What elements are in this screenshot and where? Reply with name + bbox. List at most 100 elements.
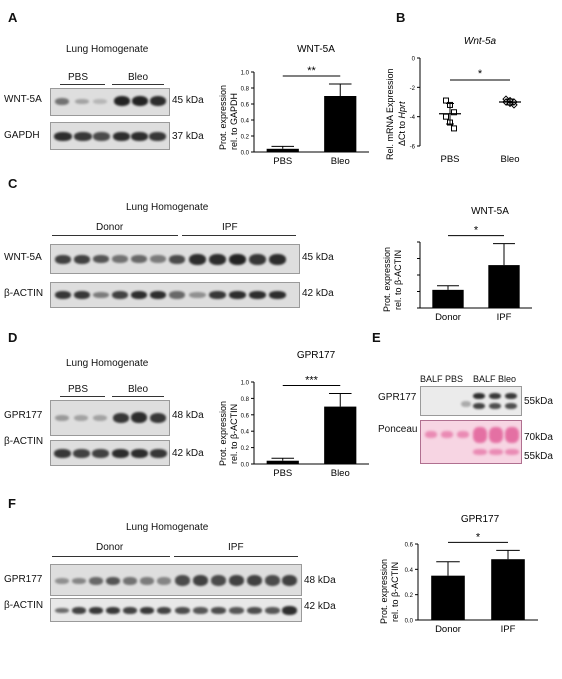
chart-f-title: GPR177 bbox=[461, 514, 500, 525]
chart-b-category-label: Bleo bbox=[500, 154, 519, 165]
chart-b-ylabel-2: ΔCt to Hprt bbox=[397, 101, 407, 146]
blot-e-group-pbs: BALF PBS bbox=[420, 374, 464, 384]
blot-f-group-line-donor bbox=[52, 556, 170, 557]
blot-d-gpr177-image bbox=[50, 400, 170, 436]
chart-d-title: GPR177 bbox=[297, 350, 336, 361]
chart-a-ylabel-1: Prot. expression bbox=[218, 85, 228, 150]
blot-c-row1-label: WNT-5A bbox=[4, 252, 42, 263]
blot-a-row2-size: 37 kDa bbox=[172, 131, 204, 142]
blot-a-group-line-pbs bbox=[60, 84, 105, 85]
blot-a-group-line-bleo bbox=[112, 84, 164, 85]
chart-b-significance: * bbox=[478, 68, 483, 80]
blot-f-header: Lung Homogenate bbox=[126, 522, 209, 533]
blot-a-gapdh-image bbox=[50, 122, 170, 150]
blot-e-ponceau-image bbox=[420, 420, 522, 464]
blot-c-group-ipf: IPF bbox=[222, 222, 238, 233]
chart-d-ytick-label: 0.4 bbox=[241, 430, 250, 436]
blot-e-row2-size: 70kDa bbox=[524, 432, 553, 443]
chart-d-category-label: Bleo bbox=[331, 468, 350, 479]
panel-letter-c: C bbox=[8, 176, 18, 191]
chart-f-plot: 0.0 0.2 0.4 0.6 Donor IPF * bbox=[405, 531, 538, 635]
blot-d-actin-image bbox=[50, 440, 170, 466]
blot-c-group-donor: Donor bbox=[96, 222, 124, 233]
chart-d-ylabel-1: Prot. expression bbox=[218, 401, 228, 466]
chart-f-ytick-label: 0.0 bbox=[405, 619, 414, 625]
chart-b-ytick-label: -4 bbox=[410, 115, 416, 121]
chart-a-ytick-label: 1.0 bbox=[241, 71, 250, 77]
blot-a-row2-label: GAPDH bbox=[4, 130, 40, 141]
blot-f-group-donor: Donor bbox=[96, 542, 124, 553]
blot-c-group-line-ipf bbox=[182, 235, 296, 236]
chart-c: WNT-5A Prot. expression rel. to β-ACTIN … bbox=[382, 206, 532, 323]
chart-f-category-label: IPF bbox=[501, 624, 516, 635]
chart-c-category-label: IPF bbox=[497, 312, 512, 323]
blot-a-row1-label: WNT-5A bbox=[4, 94, 42, 105]
chart-d-category-label: PBS bbox=[273, 468, 292, 479]
chart-f-significance: * bbox=[476, 531, 481, 543]
chart-a-plot: 0.0 0.2 0.4 0.6 0.8 1.0 PBS Bleo ** bbox=[241, 65, 369, 167]
chart-b-ytick-label: -2 bbox=[410, 86, 416, 92]
chart-a-title: WNT-5A bbox=[297, 44, 335, 55]
panel-letter-a: A bbox=[8, 10, 18, 25]
chart-b-point bbox=[443, 113, 449, 120]
blot-d-row2-size: 42 kDa bbox=[172, 448, 204, 459]
chart-a-bar-1 bbox=[324, 96, 357, 152]
blot-a-row1-size: 45 kDa bbox=[172, 95, 204, 106]
panel-letter-b: B bbox=[396, 10, 406, 25]
chart-d-ytick-label: 0.2 bbox=[241, 446, 250, 452]
chart-f-ylabel-1: Prot. expression bbox=[379, 559, 389, 624]
blot-f-group-line-ipf bbox=[174, 556, 298, 557]
chart-a: WNT-5A Prot. expression rel. to GAPDH 0.… bbox=[218, 44, 369, 167]
blot-d-row1-size: 48 kDa bbox=[172, 410, 204, 421]
blot-d-group-line-bleo bbox=[112, 396, 164, 397]
chart-c-category-label: Donor bbox=[435, 312, 461, 323]
blot-c-actin-image bbox=[50, 282, 300, 308]
panel-letter-d: D bbox=[8, 330, 18, 345]
chart-b-ylabel-1: Rel. mRNA Expression bbox=[385, 68, 395, 160]
chart-a-significance: ** bbox=[307, 65, 316, 77]
chart-f-ytick-label: 0.4 bbox=[405, 568, 414, 574]
chart-b-category-label: PBS bbox=[440, 154, 459, 165]
blot-f-actin-image bbox=[50, 598, 302, 622]
blot-a-header: Lung Homogenate bbox=[66, 44, 149, 55]
blot-c-row2-size: 42 kDa bbox=[302, 288, 334, 299]
blot-d-group-line-pbs bbox=[60, 396, 105, 397]
chart-f-ytick-label: 0.6 bbox=[405, 543, 414, 549]
blot-d-group-pbs: PBS bbox=[68, 384, 89, 395]
blot-f-gpr177-image bbox=[50, 564, 302, 596]
blot-d-header: Lung Homogenate bbox=[66, 358, 149, 369]
blot-e-group-bleo: BALF Bleo bbox=[473, 374, 517, 384]
blot-d-row2-label: β-ACTIN bbox=[4, 436, 44, 447]
chart-a-bar-0 bbox=[266, 148, 299, 152]
chart-f-ytick-label: 0.2 bbox=[405, 593, 414, 599]
chart-a-ytick-label: 0.4 bbox=[241, 119, 250, 125]
blot-f-row2-label: β-ACTIN bbox=[4, 600, 44, 611]
blot-d-group-bleo: Bleo bbox=[128, 384, 149, 395]
chart-a-ytick-label: 0.0 bbox=[241, 151, 250, 157]
chart-f-category-label: Donor bbox=[435, 624, 461, 635]
chart-c-ylabel-1: Prot. expression bbox=[382, 247, 392, 312]
blot-e-row2-size2: 55kDa bbox=[524, 451, 553, 462]
blot-e-row2-label: Ponceau bbox=[378, 424, 418, 435]
chart-d-bar-0 bbox=[266, 460, 299, 464]
blot-e-row1-label: GPR177 bbox=[378, 392, 417, 403]
chart-b-point bbox=[451, 109, 457, 116]
blot-c-row1-size: 45 kDa bbox=[302, 252, 334, 263]
chart-c-bar-0 bbox=[432, 289, 464, 308]
blot-c-group-line-donor bbox=[52, 235, 178, 236]
chart-b-plot: 0 -2 -4 -6 PBS Bleo * bbox=[410, 57, 521, 165]
blot-f-row1-size: 48 kDa bbox=[304, 575, 336, 586]
blot-d-row1-label: GPR177 bbox=[4, 410, 43, 421]
chart-d-bar-1 bbox=[324, 406, 357, 464]
chart-b-point bbox=[451, 125, 457, 132]
blot-a-group-pbs: PBS bbox=[68, 72, 89, 83]
chart-c-bar-1 bbox=[488, 265, 520, 308]
chart-c-title: WNT-5A bbox=[471, 206, 509, 217]
blot-c-wnt5a-image bbox=[50, 244, 300, 274]
chart-b-ytick-label: 0 bbox=[412, 57, 416, 63]
chart-d-significance: *** bbox=[305, 374, 319, 386]
chart-c-plot: Donor IPF * bbox=[417, 225, 532, 323]
chart-b-point bbox=[510, 101, 518, 109]
chart-d-ytick-label: 0.0 bbox=[241, 463, 250, 469]
chart-a-ylabel-2: rel. to GAPDH bbox=[229, 93, 239, 150]
